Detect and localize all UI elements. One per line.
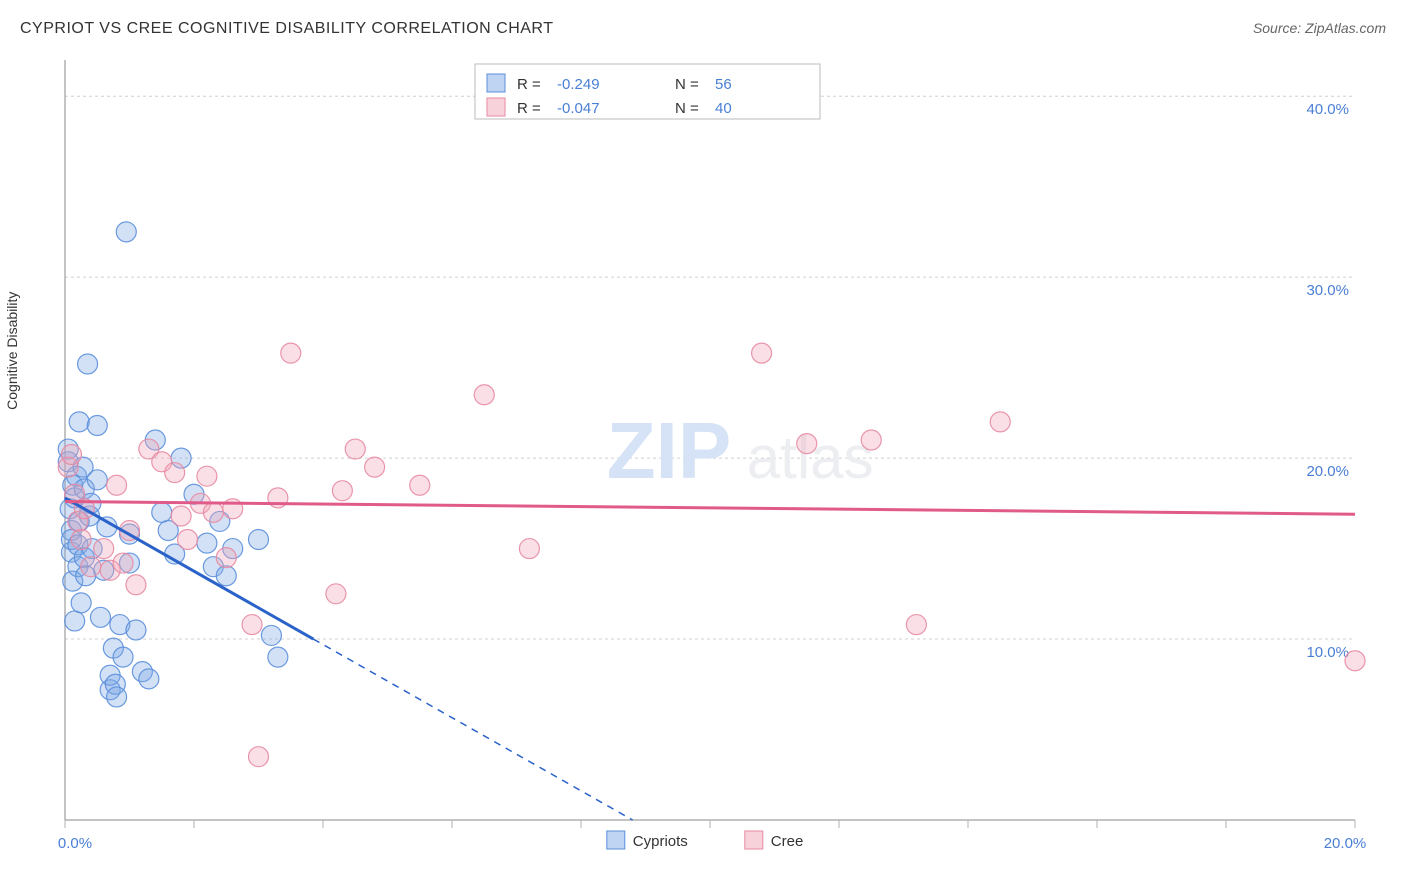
scatter-point — [87, 470, 107, 490]
scatter-point — [365, 457, 385, 477]
scatter-point — [332, 481, 352, 501]
scatter-point — [69, 412, 89, 432]
scatter-point — [1345, 651, 1365, 671]
scatter-point — [797, 434, 817, 454]
scatter-point — [261, 625, 281, 645]
scatter-point — [71, 593, 91, 613]
scatter-point — [113, 553, 133, 573]
legend-n-value: 56 — [715, 76, 732, 93]
scatter-point — [71, 530, 91, 550]
source-name: ZipAtlas.com — [1305, 20, 1386, 36]
scatter-point — [474, 385, 494, 405]
legend-r-value: -0.249 — [557, 76, 600, 93]
legend-r-label: R = — [517, 76, 541, 93]
scatter-point — [165, 463, 185, 483]
scatter-point — [65, 611, 85, 631]
chart-title: CYPRIOT VS CREE COGNITIVE DISABILITY COR… — [20, 20, 553, 38]
scatter-point — [107, 475, 127, 495]
scatter-point — [94, 539, 114, 559]
scatter-point — [906, 615, 926, 635]
source-prefix: Source: — [1253, 20, 1305, 36]
scatter-point — [249, 530, 269, 550]
scatter-point — [78, 354, 98, 374]
scatter-point — [81, 557, 101, 577]
legend-swatch — [607, 831, 625, 849]
legend-swatch — [487, 98, 505, 116]
scatter-point — [242, 615, 262, 635]
scatter-point — [116, 222, 136, 242]
scatter-point — [126, 620, 146, 640]
scatter-point — [326, 584, 346, 604]
scatter-point — [113, 647, 133, 667]
watermark-icon: ZIP — [607, 406, 731, 495]
legend-r-label: R = — [517, 100, 541, 117]
scatter-point — [216, 566, 236, 586]
scatter-point — [126, 575, 146, 595]
legend-n-label: N = — [675, 100, 699, 117]
regression-line-extrap — [313, 639, 632, 820]
scatter-point — [861, 430, 881, 450]
x-tick-label: 20.0% — [1324, 835, 1367, 852]
legend-swatch — [745, 831, 763, 849]
x-tick-label: 0.0% — [58, 835, 92, 852]
scatter-point — [519, 539, 539, 559]
scatter-point — [345, 439, 365, 459]
scatter-point — [249, 747, 269, 767]
regression-line — [65, 502, 1355, 515]
y-tick-label: 10.0% — [1306, 644, 1349, 661]
scatter-point — [216, 548, 236, 568]
legend-n-label: N = — [675, 76, 699, 93]
scatter-point — [171, 506, 191, 526]
legend-swatch — [487, 74, 505, 92]
scatter-point — [268, 647, 288, 667]
chart-header: CYPRIOT VS CREE COGNITIVE DISABILITY COR… — [20, 20, 1386, 38]
scatter-point — [90, 607, 110, 627]
legend-n-value: 40 — [715, 100, 732, 117]
scatter-point — [197, 466, 217, 486]
correlation-scatter-chart: 10.0%20.0%30.0%40.0%ZIPatlas0.0%20.0%R =… — [20, 50, 1385, 880]
chart-container: Cognitive Disability 10.0%20.0%30.0%40.0… — [20, 50, 1386, 872]
scatter-point — [752, 343, 772, 363]
scatter-point — [178, 530, 198, 550]
scatter-point — [281, 343, 301, 363]
scatter-point — [87, 416, 107, 436]
scatter-point — [197, 533, 217, 553]
legend-series-label: Cypriots — [633, 833, 688, 850]
scatter-point — [203, 502, 223, 522]
legend-series-label: Cree — [771, 833, 804, 850]
scatter-point — [61, 444, 81, 464]
y-tick-label: 20.0% — [1306, 463, 1349, 480]
y-tick-label: 30.0% — [1306, 282, 1349, 299]
y-tick-label: 40.0% — [1306, 101, 1349, 118]
scatter-point — [410, 475, 430, 495]
scatter-point — [152, 502, 172, 522]
source-attribution: Source: ZipAtlas.com — [1253, 20, 1386, 36]
scatter-point — [107, 687, 127, 707]
scatter-point — [139, 669, 159, 689]
legend-r-value: -0.047 — [557, 100, 600, 117]
scatter-point — [990, 412, 1010, 432]
y-axis-label: Cognitive Disability — [4, 292, 20, 410]
